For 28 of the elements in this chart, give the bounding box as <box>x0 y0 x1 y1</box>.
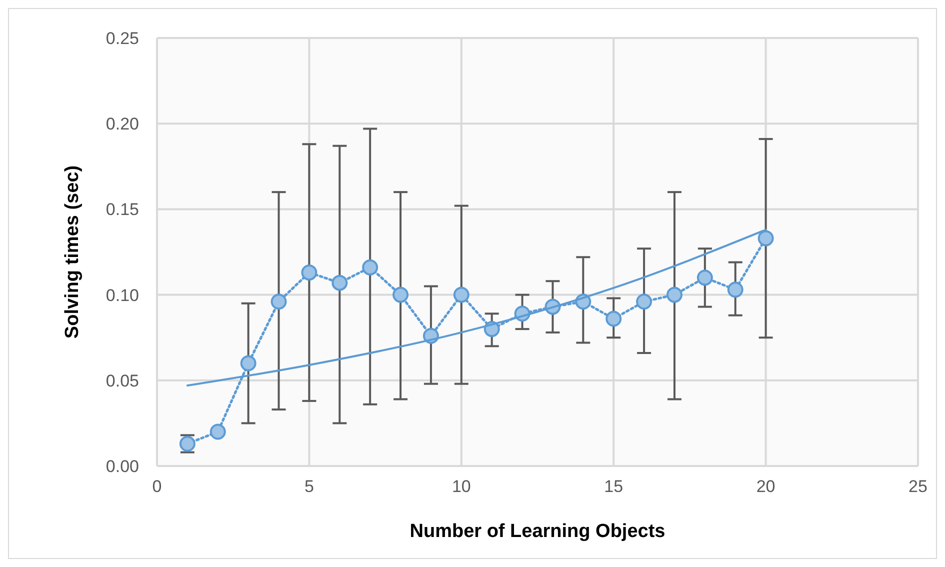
y-tick-label: 0.00 <box>106 456 139 476</box>
x-tick-label: 20 <box>756 477 776 496</box>
x-axis-title: Number of Learning Objects <box>410 521 666 542</box>
point <box>727 282 744 298</box>
y-tick-label: 0.10 <box>106 286 139 305</box>
y-tick-label: 0.15 <box>106 200 139 220</box>
point <box>301 264 318 281</box>
point <box>696 270 713 286</box>
x-tick-label: 10 <box>452 477 471 496</box>
point <box>392 286 409 303</box>
y-tick-label: 0.05 <box>106 371 139 390</box>
y-tick-label: 0.25 <box>106 28 139 48</box>
point <box>636 294 652 310</box>
point <box>758 230 774 246</box>
x-tick-label: 0 <box>152 477 162 496</box>
x-tick-label: 5 <box>304 477 314 496</box>
point <box>666 286 682 303</box>
point <box>332 274 348 291</box>
point <box>270 294 287 310</box>
point <box>362 259 378 276</box>
point <box>210 424 226 440</box>
point <box>453 286 470 303</box>
point <box>240 355 256 372</box>
x-tick-label: 25 <box>908 477 928 496</box>
x-tick-label: 15 <box>604 477 624 496</box>
y-axis-title: Solving times (sec) <box>62 165 83 339</box>
y-tick-label: 0.20 <box>106 114 139 134</box>
point <box>606 310 622 327</box>
